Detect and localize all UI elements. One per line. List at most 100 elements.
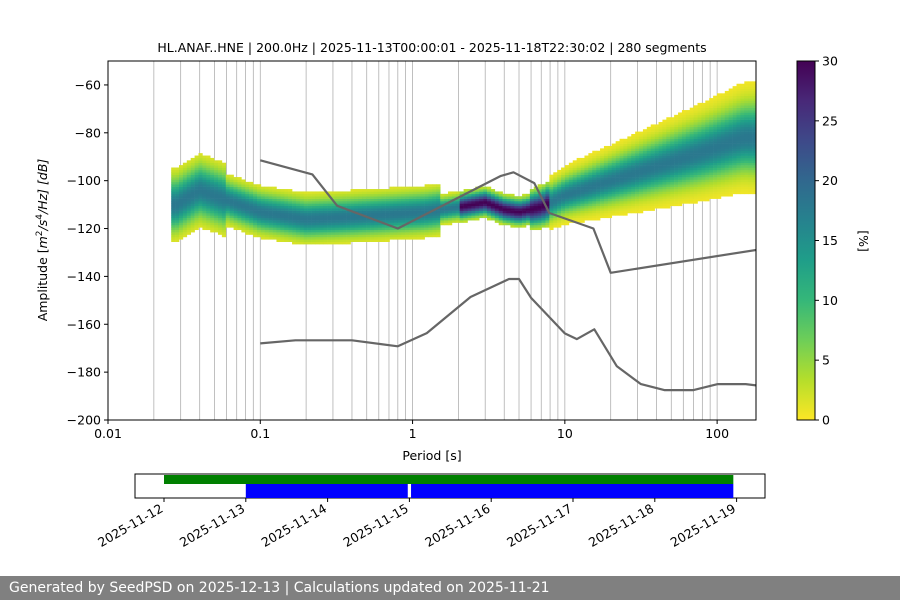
heatmap-cell: [736, 145, 741, 149]
heatmap-cell: [701, 160, 706, 164]
heatmap-cell: [658, 150, 663, 154]
heatmap-cell: [202, 167, 207, 171]
heatmap-cell: [728, 186, 733, 190]
heatmap-cell: [370, 239, 375, 242]
heatmap-cell: [307, 210, 312, 214]
heatmap-cell: [646, 150, 652, 154]
heatmap-cell: [678, 181, 683, 185]
heatmap-cell: [736, 114, 741, 118]
heatmap-cell: [607, 208, 613, 211]
heatmap-cell: [615, 203, 620, 207]
heatmap-cell: [385, 239, 390, 242]
heatmap-cell: [272, 234, 277, 238]
heatmap-cell: [514, 201, 519, 204]
heatmap-cell: [623, 184, 628, 187]
heatmap-cell: [311, 203, 316, 207]
heatmap-cell: [666, 119, 671, 123]
heatmap-cell: [732, 129, 737, 132]
heatmap-cell: [397, 193, 402, 197]
heatmap-cell: [190, 229, 195, 233]
heatmap-cell: [393, 212, 398, 216]
heatmap-cell: [373, 217, 379, 221]
heatmap-cell: [705, 193, 710, 197]
heatmap-cell: [627, 138, 632, 142]
heatmap-cell: [635, 167, 640, 171]
heatmap-cell: [642, 162, 648, 166]
heatmap-cell: [752, 174, 756, 178]
heatmap-cell: [385, 217, 390, 221]
heatmap-cell: [401, 203, 406, 207]
heatmap-cell: [693, 196, 698, 199]
heatmap-cell: [705, 160, 710, 164]
heatmap-cell: [331, 212, 336, 216]
heatmap-cell: [549, 222, 554, 226]
heatmap-cell: [541, 196, 546, 199]
heatmap-cell: [233, 179, 238, 183]
heatmap-cell: [615, 172, 620, 175]
heatmap-cell: [233, 210, 238, 214]
heatmap-cell: [748, 179, 753, 183]
heatmap-cell: [432, 193, 437, 197]
heatmap-cell: [635, 141, 640, 144]
heatmap-cell: [401, 210, 406, 214]
heatmap-cell: [210, 227, 215, 231]
heatmap-cell: [623, 189, 628, 192]
heatmap-cell: [728, 119, 733, 123]
heatmap-cell: [260, 220, 266, 223]
heatmap-cell: [674, 203, 679, 207]
heatmap-cell: [510, 198, 515, 202]
heatmap-cell: [241, 217, 246, 221]
heatmap-cell: [713, 191, 718, 195]
heatmap-cell: [611, 186, 616, 190]
heatmap-cell: [685, 172, 691, 175]
heatmap-cell: [280, 189, 285, 192]
heatmap-cell: [564, 169, 570, 173]
heatmap-cell: [580, 193, 585, 197]
heatmap-cell: [681, 112, 687, 116]
heatmap-cell: [327, 222, 332, 226]
heatmap-cell: [603, 148, 609, 152]
heatmap-cell: [221, 167, 227, 171]
heatmap-cell: [584, 208, 589, 211]
heatmap-cell: [533, 212, 538, 216]
heatmap-cell: [245, 205, 250, 209]
heatmap-cell: [440, 193, 445, 197]
heatmap-cell: [217, 217, 223, 221]
heatmap-cell: [697, 133, 702, 137]
heatmap-cell: [346, 210, 351, 214]
heatmap-cell: [327, 236, 332, 240]
heatmap-cell: [202, 203, 207, 207]
heatmap-cell: [292, 196, 297, 199]
heatmap-cell: [674, 193, 679, 197]
heatmap-cell: [572, 205, 577, 209]
heatmap-cell: [381, 239, 386, 242]
heatmap-cell: [639, 136, 644, 140]
heatmap-cell: [331, 229, 336, 233]
heatmap-cell: [642, 160, 648, 164]
heatmap-cell: [510, 208, 515, 211]
heatmap-cell: [580, 177, 585, 180]
heatmap-cell: [334, 201, 340, 204]
heatmap-cell: [623, 150, 628, 154]
heatmap-cell: [233, 205, 238, 209]
heatmap-cell: [210, 217, 215, 221]
heatmap-cell: [549, 217, 554, 221]
heatmap-cell: [635, 162, 640, 166]
heatmap-cell: [467, 203, 472, 207]
heatmap-cell: [331, 232, 336, 235]
heatmap-cell: [619, 177, 624, 180]
heatmap-cell: [666, 196, 671, 199]
heatmap-cell: [338, 236, 344, 240]
heatmap-cell: [206, 222, 211, 226]
heatmap-cell: [689, 172, 694, 175]
heatmap-cell: [175, 191, 180, 195]
heatmap-cell: [276, 232, 281, 235]
heatmap-cell: [241, 184, 246, 187]
heatmap-cell: [409, 196, 414, 199]
heatmap-cell: [678, 157, 683, 161]
heatmap-cell: [752, 150, 756, 154]
heatmap-cell: [752, 145, 756, 149]
heatmap-cell: [623, 165, 628, 168]
heatmap-cell: [596, 208, 601, 211]
heatmap-cell: [389, 220, 394, 223]
